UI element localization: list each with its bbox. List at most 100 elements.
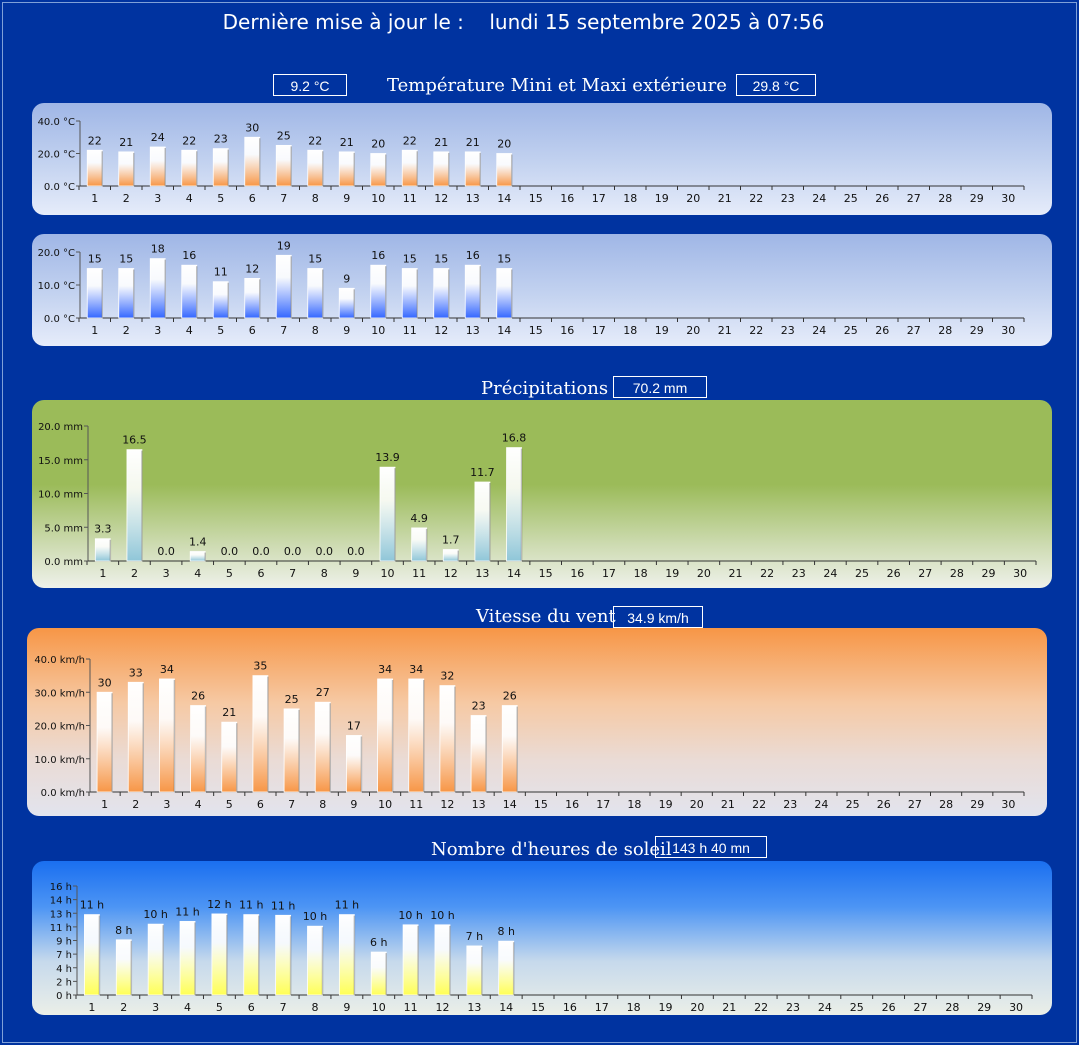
x-tick-label: 18 <box>627 798 641 811</box>
data-label: 11 h <box>239 899 263 912</box>
x-tick-label: 12 <box>434 324 448 337</box>
x-tick-label: 26 <box>877 798 891 811</box>
y-tick-label: 40.0 °C <box>38 117 75 128</box>
data-label: 20 <box>371 138 385 151</box>
data-label: 10 h <box>398 909 422 922</box>
x-tick-label: 21 <box>728 567 742 580</box>
x-tick-label: 22 <box>749 324 763 337</box>
x-tick-label: 14 <box>499 1001 513 1014</box>
bar <box>370 153 387 187</box>
data-label: 26 <box>503 690 517 703</box>
temp-min-chart-panel: 0.0 °C 10.0 °C 20.0 °C 1 2 3 4 5 6 7 8 9 10 11 12 13 14 1… <box>32 234 1052 346</box>
bar <box>470 715 487 793</box>
wind-title: Vitesse du vent <box>476 606 616 627</box>
x-tick-label: 11 <box>404 1001 418 1014</box>
data-label: 32 <box>440 670 454 683</box>
x-tick-label: 29 <box>982 567 996 580</box>
data-label: 0.0 <box>347 545 365 558</box>
x-tick-label: 26 <box>882 1001 896 1014</box>
x-tick-label: 8 <box>312 192 319 205</box>
x-tick-label: 20 <box>697 567 711 580</box>
data-label: 7 h <box>466 930 483 943</box>
bar <box>466 945 483 996</box>
bar <box>464 264 481 319</box>
x-tick-label: 20 <box>690 798 704 811</box>
data-label: 23 <box>214 133 228 146</box>
x-tick-label: 14 <box>507 567 521 580</box>
x-tick-label: 7 <box>280 1001 287 1014</box>
data-label: 15 <box>119 253 133 266</box>
data-label: 21 <box>340 136 354 149</box>
x-tick-label: 17 <box>592 324 606 337</box>
x-tick-label: 15 <box>531 1001 545 1014</box>
bar <box>402 924 419 996</box>
data-label: 11 <box>214 266 228 279</box>
x-tick-label: 1 <box>99 567 106 580</box>
bar <box>96 691 113 793</box>
x-tick-label: 5 <box>217 192 224 205</box>
temp-title: Température Mini et Maxi extérieure <box>387 75 727 96</box>
data-label: 11 h <box>271 899 295 912</box>
x-tick-label: 16 <box>565 798 579 811</box>
x-tick-label: 17 <box>596 798 610 811</box>
x-tick-label: 16 <box>563 1001 577 1014</box>
x-tick-label: 19 <box>655 324 669 337</box>
bar <box>118 151 135 187</box>
data-label: 21 <box>222 706 236 719</box>
bar <box>439 685 456 793</box>
x-tick-label: 2 <box>120 1001 127 1014</box>
x-tick-label: 24 <box>814 798 828 811</box>
sun-title: Nombre d'heures de soleil <box>431 839 672 860</box>
y-tick-label: 0.0 mm <box>44 557 83 568</box>
bar <box>496 268 513 319</box>
x-tick-label: 12 <box>434 192 448 205</box>
x-tick-label: 8 <box>312 324 319 337</box>
data-label: 30 <box>98 676 112 689</box>
x-tick-label: 10 <box>372 1001 386 1014</box>
x-tick-label: 9 <box>350 798 357 811</box>
x-tick-label: 4 <box>184 1001 191 1014</box>
data-label: 22 <box>308 134 322 147</box>
x-tick-label: 19 <box>659 798 673 811</box>
x-tick-label: 23 <box>781 324 795 337</box>
x-tick-label: 14 <box>503 798 517 811</box>
x-tick-label: 15 <box>529 192 543 205</box>
bar <box>314 701 331 793</box>
x-tick-label: 1 <box>101 798 108 811</box>
x-tick-label: 20 <box>686 192 700 205</box>
x-tick-label: 22 <box>754 1001 768 1014</box>
bar <box>181 149 198 187</box>
data-label: 30 <box>245 121 259 134</box>
x-tick-label: 17 <box>592 192 606 205</box>
x-tick-label: 8 <box>312 1001 319 1014</box>
data-label: 19 <box>277 239 291 252</box>
x-tick-label: 4 <box>195 798 202 811</box>
x-tick-label: 18 <box>634 567 648 580</box>
x-tick-label: 15 <box>539 567 553 580</box>
x-tick-label: 21 <box>722 1001 736 1014</box>
data-label: 0.0 <box>316 545 334 558</box>
bar <box>127 681 144 793</box>
bar <box>252 675 269 793</box>
y-tick-label: 10.0 km/h <box>34 755 85 766</box>
x-tick-label: 6 <box>248 1001 255 1014</box>
x-tick-label: 13 <box>472 798 486 811</box>
y-tick-label: 5.0 mm <box>44 523 83 534</box>
x-tick-label: 16 <box>560 192 574 205</box>
x-tick-label: 15 <box>529 324 543 337</box>
x-tick-label: 25 <box>846 798 860 811</box>
bar <box>498 940 515 996</box>
bar <box>275 144 292 187</box>
x-tick-label: 28 <box>938 324 952 337</box>
y-tick-label: 40.0 km/h <box>34 655 85 666</box>
data-label: 11.7 <box>470 466 495 479</box>
x-tick-label: 20 <box>690 1001 704 1014</box>
x-tick-label: 13 <box>467 1001 481 1014</box>
bar <box>94 538 111 562</box>
x-tick-label: 7 <box>289 567 296 580</box>
x-tick-label: 30 <box>1001 324 1015 337</box>
y-tick-label: 10.0 °C <box>38 281 75 292</box>
